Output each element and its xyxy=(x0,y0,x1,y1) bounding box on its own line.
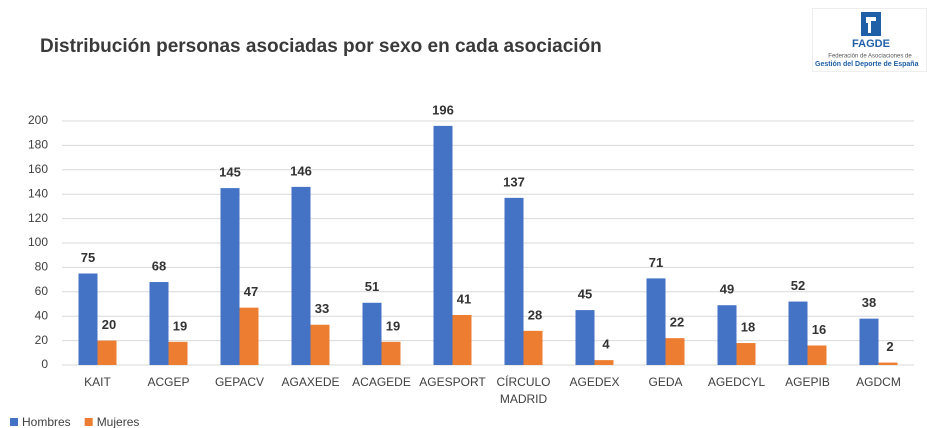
legend-swatch xyxy=(84,418,93,426)
bar xyxy=(452,314,472,365)
bar xyxy=(220,188,240,365)
bar xyxy=(97,340,117,365)
x-tick-label: AGEPIB xyxy=(785,375,830,389)
legend-label: Hombres xyxy=(22,415,71,428)
bar xyxy=(433,125,453,365)
x-tick-label: GEPACV xyxy=(215,375,264,389)
bar xyxy=(646,278,666,365)
bar xyxy=(788,301,808,365)
y-tick-label: 120 xyxy=(28,211,48,225)
bar xyxy=(362,302,382,365)
value-label: 20 xyxy=(102,317,116,332)
value-label: 19 xyxy=(386,318,400,333)
value-label: 47 xyxy=(244,284,258,299)
value-label: 18 xyxy=(741,319,755,334)
value-label: 2 xyxy=(886,339,893,354)
bar xyxy=(504,197,524,365)
value-label: 52 xyxy=(791,278,805,293)
x-tick-label: AGEDEX xyxy=(569,375,619,389)
logo-name: FAGDE xyxy=(852,38,890,50)
value-label: 145 xyxy=(219,165,241,180)
bar xyxy=(381,341,401,365)
bar xyxy=(594,360,614,365)
y-tick-label: 60 xyxy=(35,284,49,298)
x-tick-label: ACAGEDE xyxy=(352,375,411,389)
value-label: 41 xyxy=(457,291,471,306)
legend-label: Mujeres xyxy=(97,415,140,428)
y-tick-label: 40 xyxy=(35,308,49,322)
bar xyxy=(523,330,543,365)
value-label: 16 xyxy=(812,322,826,337)
x-tick-label: AGDCM xyxy=(856,375,901,389)
value-label: 28 xyxy=(528,307,542,322)
value-label: 49 xyxy=(720,282,734,297)
logo-icon-mark xyxy=(866,17,876,33)
y-tick-label: 0 xyxy=(41,357,48,371)
x-tick-label: ACGEP xyxy=(147,375,189,389)
logo-line: Gestión del Deporte de España xyxy=(815,61,919,68)
bar xyxy=(291,186,311,365)
logo: FAGDE Federación de Asociaciones de Gest… xyxy=(812,8,927,72)
value-label: 68 xyxy=(152,258,166,273)
x-tick-label: GEDA xyxy=(648,375,682,389)
x-tick-label: AGESPORT xyxy=(419,375,486,389)
bar xyxy=(859,318,879,365)
chart-title: Distribución personas asociadas por sexo… xyxy=(40,36,602,57)
bar xyxy=(149,282,169,365)
bar xyxy=(736,343,756,365)
bar xyxy=(575,310,595,365)
y-tick-label: 100 xyxy=(28,235,48,249)
x-tick-label: KAIT xyxy=(84,375,111,389)
value-label: 33 xyxy=(315,301,329,316)
x-tick-label: AGAXEDE xyxy=(281,375,339,389)
value-label: 22 xyxy=(670,315,684,330)
value-label: 4 xyxy=(602,337,610,352)
y-tick-label: 80 xyxy=(35,260,49,274)
bar xyxy=(310,324,330,365)
legend-swatch xyxy=(10,418,18,426)
logo-line: Federación de Asociaciones de xyxy=(828,54,912,60)
x-tick-label: CÍRCULO MADRID xyxy=(496,374,550,406)
bar xyxy=(239,307,259,365)
value-label: 146 xyxy=(290,163,312,178)
value-label: 196 xyxy=(432,102,454,117)
value-label: 45 xyxy=(578,287,592,302)
y-tick-label: 200 xyxy=(28,113,48,127)
y-tick-label: 20 xyxy=(35,333,49,347)
bar xyxy=(78,273,98,365)
value-label: 137 xyxy=(503,174,525,189)
bar xyxy=(717,305,737,365)
y-tick-label: 160 xyxy=(28,162,48,176)
value-label: 51 xyxy=(365,279,379,294)
value-label: 75 xyxy=(81,250,95,265)
y-tick-label: 180 xyxy=(28,138,48,152)
bar xyxy=(807,345,827,365)
value-label: 38 xyxy=(862,295,876,310)
bar xyxy=(878,362,898,365)
value-label: 71 xyxy=(649,255,663,270)
y-tick-label: 140 xyxy=(28,186,48,200)
bar xyxy=(168,341,188,365)
x-tick-label: AGEDCYL xyxy=(708,375,766,389)
value-label: 19 xyxy=(173,318,187,333)
bar xyxy=(665,338,685,365)
